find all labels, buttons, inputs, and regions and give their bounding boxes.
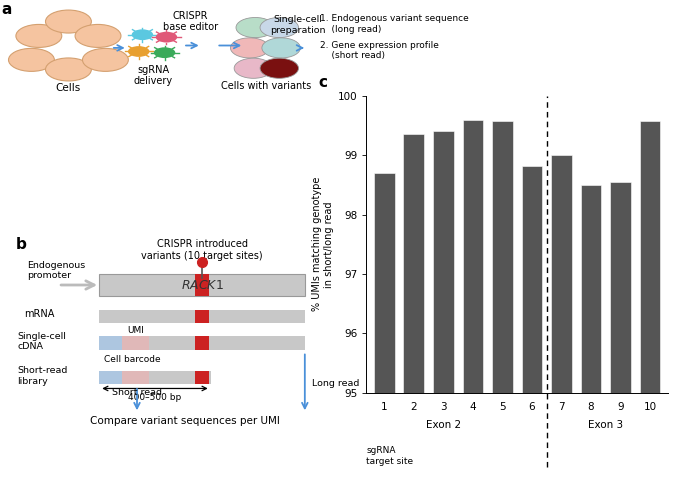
Text: Cells: Cells xyxy=(55,83,81,92)
Y-axis label: % UMIs matching genotype
in short/long read: % UMIs matching genotype in short/long r… xyxy=(312,177,334,311)
Text: Exon 3: Exon 3 xyxy=(588,420,623,430)
Bar xyxy=(149,371,210,384)
Bar xyxy=(403,135,424,479)
Text: Short read: Short read xyxy=(112,388,162,397)
Bar xyxy=(462,120,483,479)
Ellipse shape xyxy=(82,48,128,71)
Bar xyxy=(374,173,395,479)
Bar xyxy=(640,121,660,479)
Bar xyxy=(122,371,149,384)
Text: $\it{RACK1}$: $\it{RACK1}$ xyxy=(181,278,223,292)
Text: Compare variant sequences per UMI: Compare variant sequences per UMI xyxy=(90,415,280,425)
Ellipse shape xyxy=(234,58,273,78)
Ellipse shape xyxy=(45,58,91,81)
Text: sgRNA
target site: sgRNA target site xyxy=(366,446,414,466)
Text: a: a xyxy=(2,2,12,17)
Text: b: b xyxy=(15,237,26,252)
Ellipse shape xyxy=(262,38,300,58)
Ellipse shape xyxy=(132,29,153,40)
Bar xyxy=(610,182,631,479)
Text: Long read: Long read xyxy=(312,379,359,388)
Text: Cell barcode: Cell barcode xyxy=(104,355,161,364)
Ellipse shape xyxy=(260,18,299,38)
Bar xyxy=(492,121,513,479)
Ellipse shape xyxy=(230,38,269,58)
Bar xyxy=(99,336,122,350)
Bar xyxy=(581,185,601,479)
Text: Short-read
library: Short-read library xyxy=(17,366,68,386)
Text: Endogenous
promoter: Endogenous promoter xyxy=(27,261,86,280)
Bar xyxy=(521,166,543,479)
Ellipse shape xyxy=(236,18,275,38)
Bar xyxy=(433,131,453,479)
Bar xyxy=(99,371,122,384)
Text: CRISPR introduced
variants (10 target sites): CRISPR introduced variants (10 target si… xyxy=(141,240,263,261)
Text: Single-cell
cDNA: Single-cell cDNA xyxy=(17,331,66,351)
Text: Cells with variants: Cells with variants xyxy=(221,81,312,91)
Bar xyxy=(195,310,209,323)
Ellipse shape xyxy=(260,58,299,78)
Ellipse shape xyxy=(16,24,62,47)
Bar xyxy=(195,371,209,384)
Text: sgRNA
delivery: sgRNA delivery xyxy=(134,65,173,86)
Text: mRNA: mRNA xyxy=(24,309,54,319)
Bar xyxy=(195,274,209,296)
Text: UMI: UMI xyxy=(127,326,144,335)
Text: 2. Gene expression profile
    (short read): 2. Gene expression profile (short read) xyxy=(320,41,439,60)
Text: CRISPR
base editor: CRISPR base editor xyxy=(163,11,218,33)
Ellipse shape xyxy=(75,24,121,47)
Ellipse shape xyxy=(154,47,175,58)
Ellipse shape xyxy=(8,48,54,71)
Text: Single-cell
preparation: Single-cell preparation xyxy=(270,15,325,35)
Ellipse shape xyxy=(128,46,149,57)
Text: 400–500 bp: 400–500 bp xyxy=(128,393,182,402)
Bar xyxy=(99,274,305,296)
Ellipse shape xyxy=(155,32,177,43)
Text: Exon 2: Exon 2 xyxy=(426,420,461,430)
Bar xyxy=(551,155,572,479)
Bar xyxy=(195,336,209,350)
Ellipse shape xyxy=(45,10,91,33)
Text: c: c xyxy=(319,75,327,90)
Bar xyxy=(99,310,305,323)
Text: 1. Endogenous variant sequence
    (long read): 1. Endogenous variant sequence (long rea… xyxy=(320,14,469,34)
Bar xyxy=(122,336,149,350)
Bar xyxy=(149,336,305,350)
